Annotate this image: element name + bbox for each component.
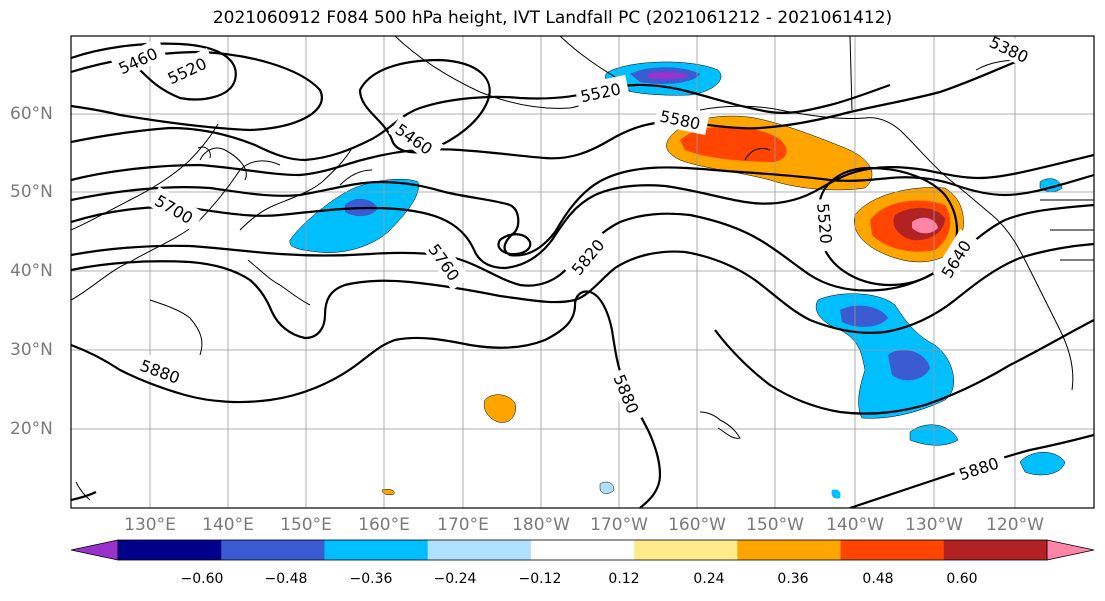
ivt-negative-region — [831, 489, 841, 499]
lat-label-30n: 30°N — [10, 340, 53, 360]
lon-label: 150°W — [746, 515, 804, 535]
ivt-positive-region — [381, 488, 395, 496]
height-contours — [71, 42, 1094, 508]
colorbar-low-extension — [70, 539, 119, 561]
contour-5460-a — [71, 42, 237, 101]
lon-label: 140°E — [202, 515, 254, 535]
colorbar-segment — [737, 540, 842, 560]
ivt-positive-region — [483, 394, 516, 423]
lon-label: 130°W — [905, 515, 963, 535]
lon-label: 120°W — [986, 515, 1044, 535]
colorbar-tick: 0.12 — [608, 571, 640, 587]
colorbar-high-extension — [1046, 539, 1095, 561]
colorbar — [70, 539, 1095, 561]
contour-5640 — [71, 166, 1094, 257]
contour-5820 — [71, 242, 1094, 340]
contour-labels: 5460 5520 5460 5520 5580 5380 5700 5760 … — [110, 36, 1040, 486]
lon-label: 160°W — [668, 515, 726, 535]
contour-5460-b — [358, 58, 491, 154]
colorbar-segment — [427, 540, 532, 560]
colorbar-tick: 0.60 — [946, 571, 978, 587]
map-title: 2021060912 F084 500 hPa height, IVT Land… — [212, 8, 893, 28]
colorbar-segment — [221, 540, 325, 560]
lon-label: 160°E — [358, 515, 410, 535]
ivt-negative-core — [840, 305, 888, 327]
contour-5580 — [71, 54, 1031, 182]
colorbar-tick: 0.24 — [693, 571, 725, 587]
colorbar-tick: 0.48 — [862, 571, 894, 587]
lon-label: 170°E — [437, 515, 489, 535]
ivt-negative-core — [888, 349, 930, 381]
colorbar-segment — [530, 540, 635, 560]
contour-5520-a — [71, 50, 323, 132]
colorbar-tick: −0.12 — [518, 571, 562, 587]
ivt-negative-region — [599, 481, 615, 494]
ivt-shading — [289, 61, 1066, 499]
colorbar-segment — [943, 540, 1048, 560]
colorbar-segment — [840, 540, 945, 560]
lon-label: 140°W — [826, 515, 884, 535]
ivt-negative-core — [648, 71, 690, 80]
contour-low — [497, 233, 532, 256]
contour-5880-se2 — [714, 319, 1094, 415]
colorbar-tick: −0.24 — [433, 571, 477, 587]
contour-5880 — [71, 290, 591, 404]
colorbar-tick: 0.36 — [777, 571, 809, 587]
ivt-negative-region — [289, 178, 419, 253]
contour-label: 5520 — [813, 202, 835, 244]
colorbar-tick: −0.48 — [264, 571, 308, 587]
lon-label: 150°E — [280, 515, 332, 535]
contour-5880-south — [71, 491, 97, 502]
lat-label-20n: 20°N — [10, 419, 53, 439]
contour-label: 5880 — [138, 356, 183, 388]
ivt-negative-region — [1019, 452, 1066, 476]
ivt-positive-core — [680, 126, 787, 162]
colorbar-tick: −0.36 — [349, 571, 393, 587]
contour-5700 — [71, 153, 1094, 270]
lon-label: 130°E — [124, 515, 176, 535]
lat-label-50n: 50°N — [10, 182, 53, 202]
contour-5520-b — [71, 83, 891, 162]
colorbar-segment — [118, 540, 222, 560]
colorbar-tick: −0.60 — [180, 571, 224, 587]
ivt-negative-region — [815, 293, 954, 419]
colorbar-segment — [634, 540, 738, 560]
lat-label-40n: 40°N — [10, 261, 53, 281]
lon-label: 170°W — [590, 515, 648, 535]
lat-label-60n: 60°N — [10, 104, 53, 124]
lon-label: 180°W — [512, 515, 570, 535]
map-frame — [70, 35, 1095, 509]
ivt-positive-core — [912, 217, 938, 234]
colorbar-segment — [324, 540, 429, 560]
contour-label: 5880 — [957, 454, 1002, 485]
